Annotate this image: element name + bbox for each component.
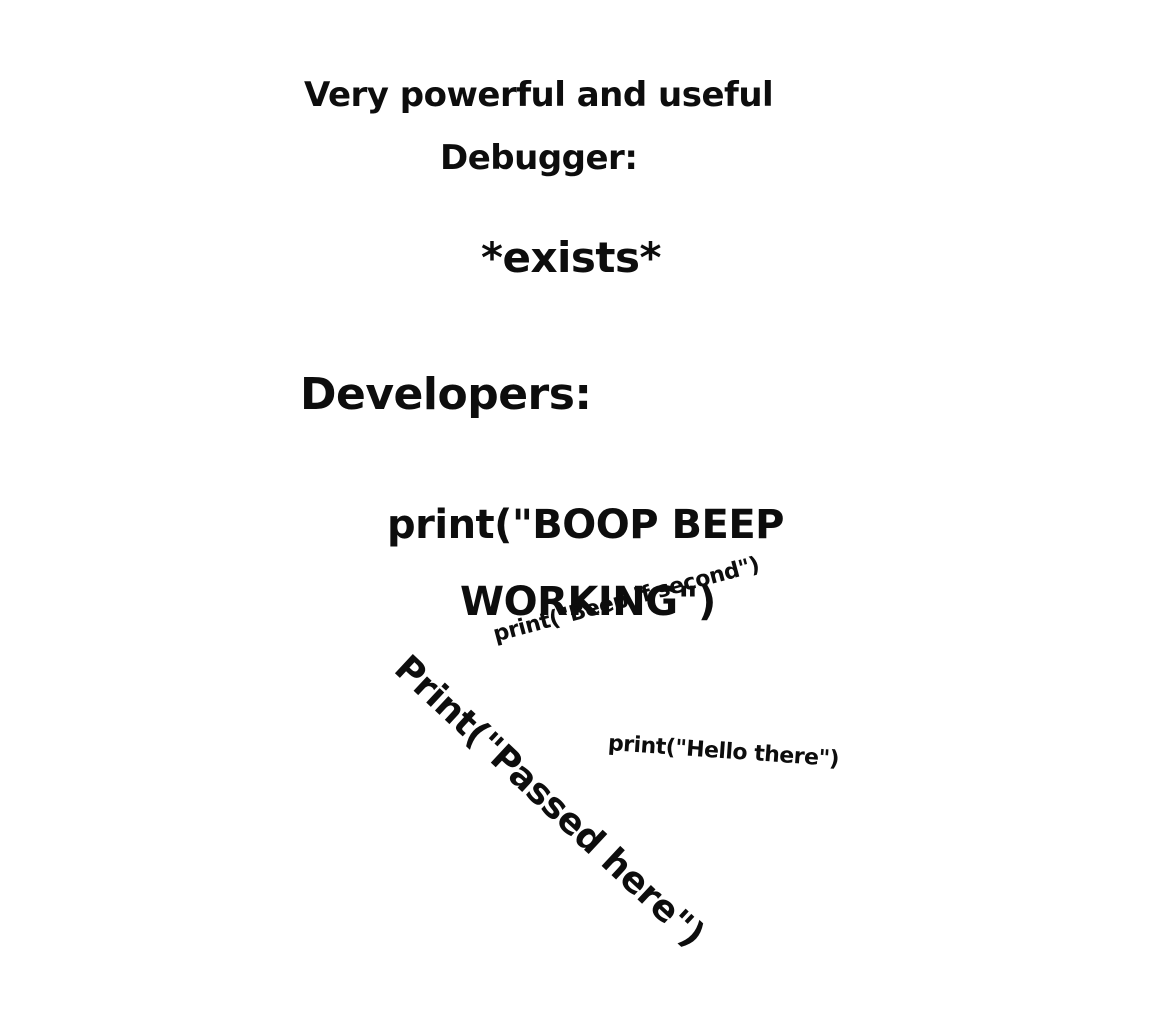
main-print-line-2: WORKING") [460, 579, 716, 625]
main-print-line-1: print("BOOP BEEP [387, 502, 784, 548]
print-hello-there: print("Hello there") [607, 731, 840, 773]
debugger-action-text: *exists* [481, 233, 661, 282]
debugger-heading-line-2: Debugger: [440, 138, 638, 178]
debugger-heading-line-1: Very powerful and useful [304, 75, 774, 115]
print-passed-here: Print("Passed here") [386, 647, 713, 956]
developers-heading: Developers: [300, 369, 592, 420]
